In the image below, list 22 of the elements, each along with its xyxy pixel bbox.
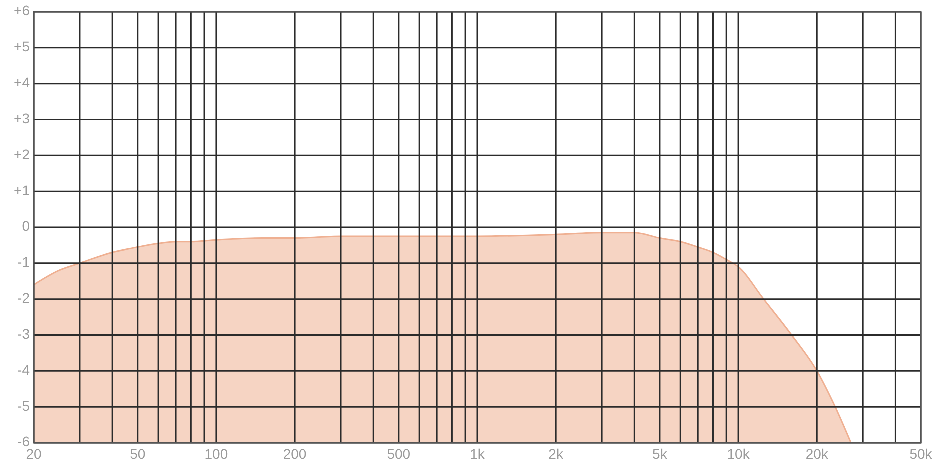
y-tick-label: -2 xyxy=(18,290,30,306)
y-tick-label: -5 xyxy=(18,398,30,414)
x-tick-label: 5k xyxy=(652,446,668,462)
x-tick-label: 500 xyxy=(387,446,411,462)
x-tick-label: 50 xyxy=(130,446,146,462)
y-tick-label: +6 xyxy=(14,2,30,19)
x-tick-label: 2k xyxy=(548,446,564,462)
y-tick-label: -4 xyxy=(18,362,30,378)
y-tick-label: 0 xyxy=(22,218,30,234)
y-tick-label: -1 xyxy=(18,254,30,270)
x-tick-label: 10k xyxy=(727,446,751,462)
y-tick-label: +4 xyxy=(14,74,30,91)
y-tick-label: +2 xyxy=(14,146,30,162)
x-tick-label: 20k xyxy=(806,446,830,462)
y-tick-label: +5 xyxy=(14,38,30,55)
x-tick-label: 100 xyxy=(204,446,228,462)
x-tick-label: 200 xyxy=(283,446,307,462)
x-tick-label: 1k xyxy=(470,446,486,462)
y-tick-label: -3 xyxy=(18,326,30,342)
y-tick-label: +3 xyxy=(14,110,30,126)
x-tick-label: 50k xyxy=(910,446,934,462)
y-tick-label: +1 xyxy=(14,182,30,198)
